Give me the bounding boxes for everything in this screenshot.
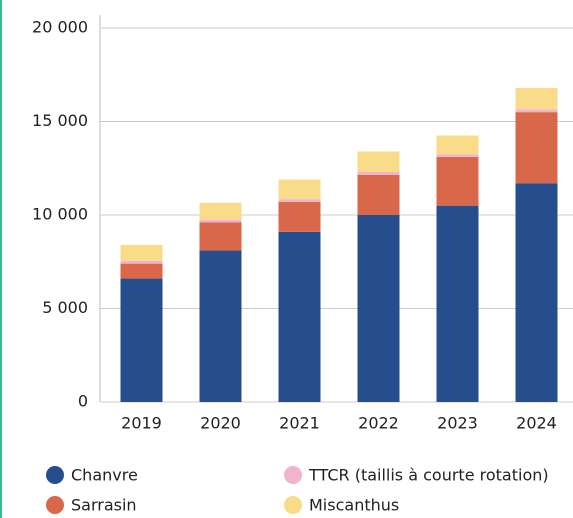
legend-label: Sarrasin xyxy=(71,496,137,515)
y-tick-label: 10 000 xyxy=(32,205,88,224)
bar-segment xyxy=(515,87,558,110)
x-tick-label: 2020 xyxy=(200,414,241,433)
bar-segment xyxy=(436,135,479,155)
x-tick-label: 2023 xyxy=(437,414,478,433)
bar-segment xyxy=(120,260,163,264)
bar-segment xyxy=(278,179,321,200)
bar-segment xyxy=(436,157,479,206)
bar-segment xyxy=(199,202,242,220)
bar-segment xyxy=(357,151,400,172)
bar-segment xyxy=(120,278,163,402)
bar-segment xyxy=(278,199,321,202)
bar-segment xyxy=(436,154,479,158)
bar-segment xyxy=(357,215,400,402)
bar-segment xyxy=(278,231,321,402)
bar-segment xyxy=(199,222,242,251)
bar-segment xyxy=(120,244,163,261)
bar-segment xyxy=(436,205,479,402)
bar-segment xyxy=(199,250,242,402)
legend-label: Chanvre xyxy=(71,466,138,485)
x-tick-label: 2019 xyxy=(121,414,162,433)
bar-segment xyxy=(199,219,242,223)
legend-swatch xyxy=(46,466,64,484)
y-tick-label: 0 xyxy=(78,392,88,411)
legend-swatch xyxy=(46,496,64,514)
legend-swatch xyxy=(284,496,302,514)
legend-label: Miscanthus xyxy=(309,496,399,515)
bar-segment xyxy=(515,109,558,113)
accent-border xyxy=(0,0,2,518)
y-tick-label: 15 000 xyxy=(32,111,88,130)
bar-segment xyxy=(515,112,558,184)
bar-segment xyxy=(357,174,400,215)
x-tick-label: 2022 xyxy=(358,414,399,433)
y-tick-label: 20 000 xyxy=(32,18,88,37)
bar-segment xyxy=(357,171,400,175)
x-tick-label: 2024 xyxy=(516,414,557,433)
bar-segment xyxy=(515,183,558,402)
y-tick-label: 5 000 xyxy=(42,298,88,317)
bar-segment xyxy=(278,201,321,232)
legend-swatch xyxy=(284,466,302,484)
legend-label: TTCR (taillis à courte rotation) xyxy=(308,466,549,485)
bar-segment xyxy=(120,263,163,279)
x-tick-label: 2021 xyxy=(279,414,320,433)
